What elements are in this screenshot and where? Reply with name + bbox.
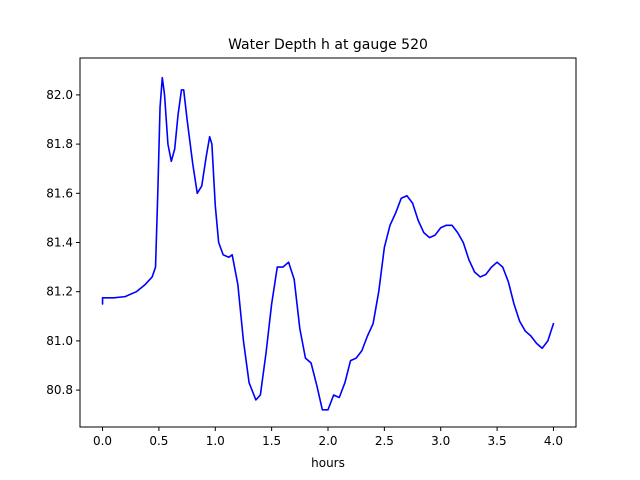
y-tick-label-4: 81.6	[46, 186, 73, 200]
x-tick-label-4: 2.0	[318, 434, 337, 448]
x-tick-label-5: 2.5	[375, 434, 394, 448]
x-tick-label-2: 1.0	[206, 434, 225, 448]
y-tick-label-2: 81.2	[46, 285, 73, 299]
x-tick-label-6: 3.0	[431, 434, 450, 448]
chart-title: Water Depth h at gauge 520	[228, 37, 428, 53]
x-tick-label-8: 4.0	[544, 434, 563, 448]
x-tick-label-1: 0.5	[149, 434, 168, 448]
y-tick-label-3: 81.4	[46, 236, 73, 250]
series-line-0	[101, 76, 555, 411]
y-tick-label-1: 81.0	[46, 334, 73, 348]
x-tick-label-0: 0.0	[93, 434, 112, 448]
x-tick-label-7: 3.5	[488, 434, 507, 448]
x-axis-label: hours	[311, 456, 345, 470]
x-tick-label-3: 1.5	[262, 434, 281, 448]
plot-area: 0.0 0.5 1.0 1.5 2.0 2.5 3.0 3.5 4.0 80.8 81.0 81.2 8…	[46, 57, 577, 448]
y-tick-label-5: 81.8	[46, 137, 73, 151]
y-tick-label-6: 82.0	[46, 88, 73, 102]
y-tick-label-0: 80.8	[46, 383, 73, 397]
